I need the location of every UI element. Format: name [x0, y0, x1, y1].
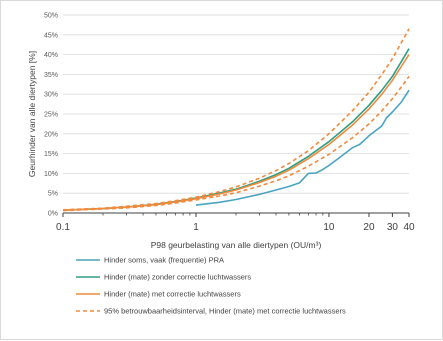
y-tick-label: 45% [44, 32, 58, 39]
y-tick-label: 25% [44, 112, 58, 119]
x-tick-label: 20 [363, 222, 375, 233]
series-line-4 [62, 28, 410, 211]
x-axis-title: P98 geurbelasting van alle diertypen (OU… [151, 240, 322, 250]
series-line-1 [195, 89, 410, 206]
legend-label: Hinder (mate) zonder correctie luchtwass… [104, 273, 251, 282]
y-tick-label: 30% [44, 92, 58, 99]
y-axis-title: Geurhinder van alle diertypen [%] [27, 51, 37, 177]
y-tick-label: 35% [44, 72, 58, 79]
y-tick-label: 40% [44, 52, 58, 59]
x-tick-label: 1 [193, 222, 199, 233]
x-tick-label: 40 [403, 222, 415, 233]
legend-label: Hinder soms, vaak (frequentie) PRA [104, 256, 224, 265]
y-tick-label: 0% [48, 211, 58, 218]
series-line-5 [62, 75, 410, 212]
legend-label: 95% betrouwbaarheidsinterval, Hinder (ma… [104, 307, 346, 316]
x-tick-label: 10 [323, 222, 335, 233]
y-tick-label: 50% [44, 13, 58, 20]
y-tick-label: 15% [44, 151, 58, 158]
x-tick-label: 30 [387, 222, 399, 233]
legend-label: Hinder (mate) met correctie luchtwassers [104, 290, 241, 299]
y-tick-label: 20% [44, 131, 58, 138]
x-tick-label: 0.1 [56, 222, 70, 233]
y-tick-label: 5% [48, 191, 58, 198]
y-tick-label: 10% [44, 171, 58, 178]
series-line-2 [62, 48, 410, 211]
